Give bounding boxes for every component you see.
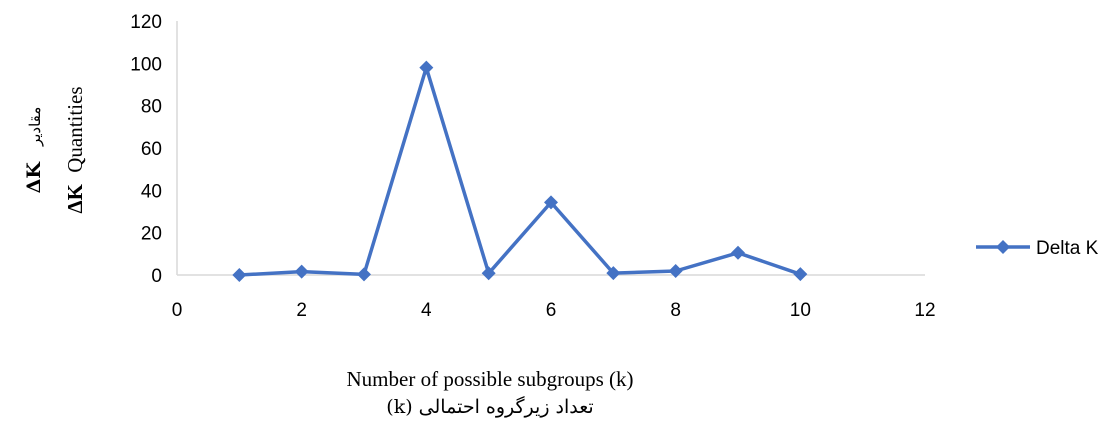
data-point	[232, 268, 247, 282]
series-layer	[232, 60, 808, 282]
y-axis-text-en: Quantities	[63, 86, 87, 172]
x-tick-label: 0	[172, 300, 183, 321]
x-axis-title-fa: تعداد زیرگروه احتمالی (k)	[386, 395, 593, 418]
y-tick-label: 120	[130, 12, 162, 33]
data-point	[731, 245, 745, 260]
y-axis-symbol-1: ΔK	[23, 161, 45, 194]
y-tick-label: 80	[141, 97, 162, 118]
series-line	[239, 65, 801, 277]
x-axis-title: Number of possible subgroups (k)	[347, 367, 634, 391]
y-tick-label: 0	[151, 266, 162, 287]
data-point	[544, 195, 558, 210]
data-point	[419, 60, 434, 75]
data-point	[357, 267, 371, 282]
y-tick-label: 60	[141, 139, 162, 160]
y-axis-text-fa: مقادیر	[26, 107, 44, 147]
data-point	[793, 267, 808, 282]
legend: Delta K	[976, 238, 1099, 259]
x-tick-label: 10	[790, 300, 811, 321]
y-tick-label: 40	[141, 181, 162, 202]
data-point	[294, 264, 309, 279]
legend-label: Delta K	[1036, 238, 1099, 259]
x-tick-label: 8	[670, 300, 681, 321]
y-axis-title-en: ΔK Quantities	[63, 86, 87, 213]
y-tick-labels: 0 20 40 60 80 100 120	[130, 12, 162, 287]
data-point	[668, 263, 683, 278]
y-axis-title-fa: ΔK مقادیر	[23, 107, 45, 194]
axes	[176, 21, 925, 276]
x-tick-label: 12	[914, 300, 935, 321]
data-point	[606, 266, 621, 281]
legend-marker	[996, 240, 1010, 254]
y-axis-symbol-2: ΔK	[63, 183, 87, 213]
x-tick-labels: 0 2 4 6 8 10 12	[172, 300, 936, 321]
x-tick-label: 2	[296, 300, 307, 321]
y-tick-label: 100	[130, 54, 162, 75]
data-point	[481, 266, 496, 281]
x-tick-label: 6	[546, 300, 557, 321]
x-tick-label: 4	[421, 300, 432, 321]
y-tick-label: 20	[141, 224, 162, 245]
